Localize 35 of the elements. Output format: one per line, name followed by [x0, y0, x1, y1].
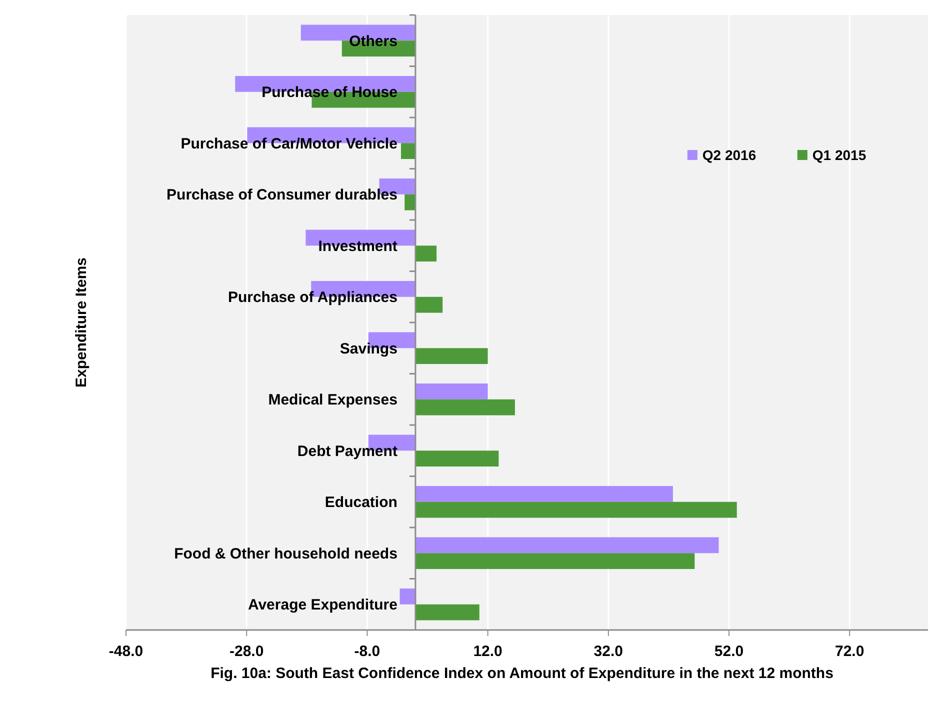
x-tick-label: -48.0 [108, 643, 144, 660]
bar [415, 537, 719, 554]
bar [404, 194, 416, 210]
y-tick-label: Purchase of Consumer durables [166, 186, 398, 204]
legend-label: Q2 2016 [702, 146, 756, 163]
y-tick-label: Savings [340, 340, 398, 358]
bar [400, 143, 416, 160]
x-tick-label: 52.0 [714, 643, 744, 660]
bar [415, 399, 515, 416]
bar [415, 486, 673, 502]
x-tick-label: 32.0 [594, 643, 624, 660]
bar [415, 348, 488, 364]
x-tick-label: 72.0 [835, 643, 864, 660]
y-tick-label: Investment [318, 238, 398, 255]
bar [400, 588, 416, 604]
bar [415, 296, 443, 313]
y-tick-label: Debt Payment [297, 442, 398, 460]
x-tick-label: 12.0 [473, 643, 502, 660]
caption: Fig. 10a: South East Confidence Index on Amount of Expenditure in the next 12 months [210, 665, 834, 682]
bar [415, 246, 437, 262]
x-tick-label: -8.0 [354, 643, 380, 660]
y-tick-label: Purchase of Car/Motor Vehicle [180, 135, 398, 152]
y-tick-label: Average Expenditure [248, 596, 398, 614]
legend-label: Q1 2015 [812, 146, 866, 163]
bar [415, 450, 499, 467]
y-tick-label: Education [324, 494, 398, 512]
y-tick-label: Medical Expenses [268, 392, 398, 409]
y-tick-label: Food & Other household needs [174, 545, 398, 562]
y-axis-title: Expenditure Items [73, 257, 90, 388]
y-tick-label: Purchase of Appliances [228, 289, 398, 306]
bar [415, 383, 488, 400]
bar [415, 502, 737, 518]
x-tick-label: -28.0 [230, 643, 264, 660]
bar [415, 604, 480, 620]
bar [415, 553, 695, 570]
